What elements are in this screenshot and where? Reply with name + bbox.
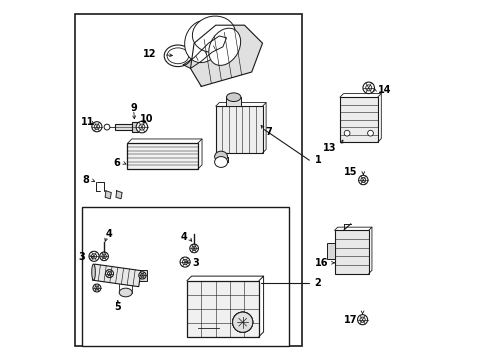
Text: 15: 15 [343, 167, 357, 177]
Bar [82, 207, 289, 346]
Ellipse shape [184, 20, 221, 63]
Circle shape [136, 121, 147, 133]
Text: 12: 12 [142, 49, 156, 59]
Circle shape [92, 122, 102, 132]
Circle shape [89, 251, 99, 261]
Circle shape [182, 260, 187, 265]
Circle shape [232, 312, 252, 332]
Circle shape [189, 244, 198, 253]
Ellipse shape [119, 288, 132, 297]
Text: 3: 3 [192, 258, 199, 268]
Ellipse shape [164, 45, 191, 67]
Text: 6: 6 [113, 158, 120, 168]
Circle shape [359, 317, 365, 322]
Text: 11: 11 [81, 117, 95, 127]
Text: 7: 7 [265, 127, 272, 137]
Circle shape [191, 246, 196, 251]
Bar [339, 97, 377, 142]
Text: 8: 8 [82, 175, 89, 185]
Circle shape [104, 124, 110, 130]
Bar [115, 124, 136, 130]
Circle shape [180, 257, 190, 267]
Bar [132, 122, 137, 132]
Bar [215, 106, 262, 153]
Bar [127, 143, 197, 169]
Polygon shape [190, 25, 262, 86]
Circle shape [232, 312, 252, 332]
Circle shape [91, 254, 97, 259]
Polygon shape [105, 191, 111, 199]
Ellipse shape [214, 157, 227, 167]
Text: 3: 3 [79, 252, 85, 262]
Polygon shape [116, 191, 122, 199]
Circle shape [357, 315, 367, 325]
Bar [326, 243, 335, 259]
Text: 16: 16 [314, 258, 327, 268]
Text: 17: 17 [343, 315, 357, 325]
Circle shape [139, 124, 144, 130]
Text: 2: 2 [314, 278, 321, 288]
Ellipse shape [92, 264, 95, 280]
Circle shape [105, 270, 113, 278]
Bar [226, 97, 241, 106]
Circle shape [94, 124, 100, 129]
Text: 9: 9 [130, 103, 137, 113]
Circle shape [232, 312, 252, 332]
Circle shape [93, 284, 101, 292]
Bar [75, 14, 302, 346]
Ellipse shape [208, 28, 240, 66]
Ellipse shape [167, 48, 188, 64]
Text: 1: 1 [314, 155, 321, 165]
Circle shape [139, 272, 146, 279]
Ellipse shape [226, 93, 241, 102]
Bar [186, 281, 258, 337]
Ellipse shape [192, 16, 235, 52]
Text: 5: 5 [114, 302, 121, 312]
Circle shape [100, 252, 108, 261]
Bar [138, 270, 147, 281]
Text: 10: 10 [140, 114, 153, 124]
Circle shape [107, 271, 111, 276]
Circle shape [367, 130, 373, 136]
Circle shape [344, 130, 349, 136]
Circle shape [140, 274, 144, 277]
Bar [334, 230, 368, 274]
Ellipse shape [214, 151, 227, 162]
Circle shape [358, 175, 367, 185]
Circle shape [95, 286, 99, 290]
Polygon shape [183, 36, 226, 68]
Circle shape [365, 85, 371, 91]
Text: 4: 4 [180, 232, 186, 242]
Circle shape [232, 312, 252, 332]
Text: 14: 14 [377, 85, 390, 95]
Text: 13: 13 [322, 143, 336, 153]
Text: 4: 4 [106, 229, 112, 239]
Circle shape [360, 177, 365, 183]
Circle shape [362, 82, 374, 94]
Polygon shape [92, 264, 141, 287]
Circle shape [102, 254, 106, 258]
